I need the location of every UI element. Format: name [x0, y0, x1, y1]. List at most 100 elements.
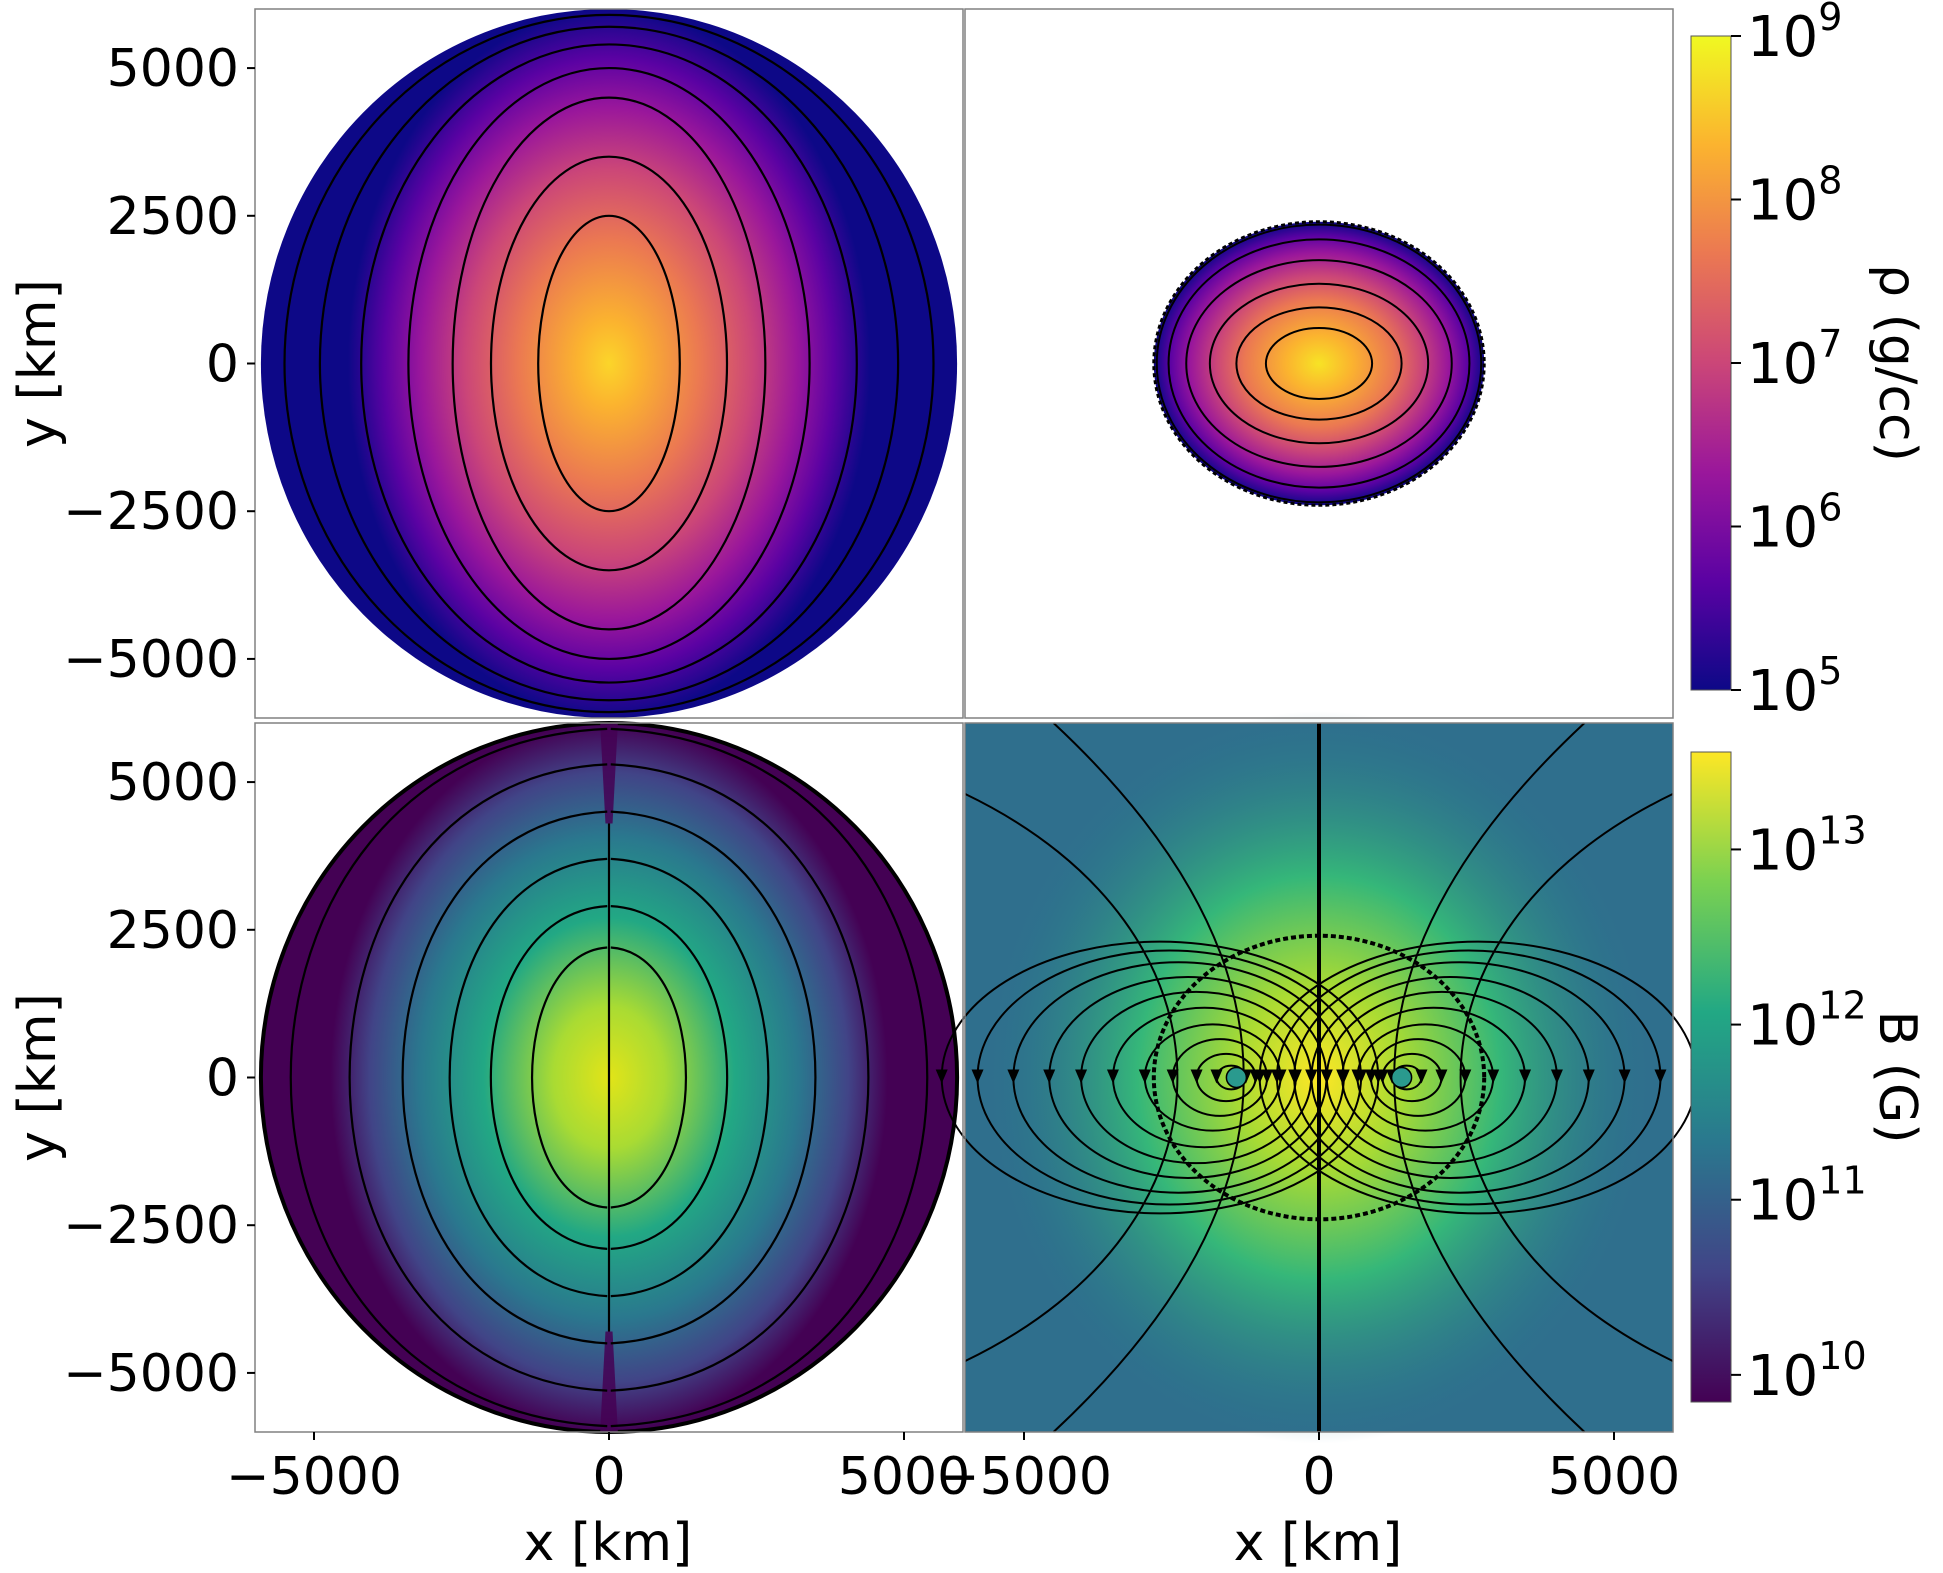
body-outline [1151, 933, 1487, 1222]
density-contour [451, 96, 767, 631]
field-arrow [1043, 1069, 1056, 1084]
colorbar-tick-label: 107 [1747, 322, 1842, 397]
field-line [610, 763, 870, 1392]
colorbar-tick-label: 1010 [1747, 1334, 1867, 1409]
field-line [610, 810, 817, 1345]
y-tick-label: 2500 [107, 901, 239, 961]
density-contour [407, 66, 811, 661]
field-arrow [1007, 1069, 1020, 1084]
field-arrow [1582, 1069, 1595, 1084]
panel-field-large [255, 721, 963, 1434]
field-arrow [1138, 1069, 1151, 1084]
field-arrow [1351, 1069, 1364, 1084]
field-line [610, 727, 929, 1428]
density-body [260, 9, 958, 718]
y-tick-label: −2500 [63, 1196, 239, 1256]
o-point [1390, 1066, 1413, 1089]
x-axis-label-right: x [km] [1234, 1513, 1403, 1573]
y-tick-label: −2500 [63, 482, 239, 542]
field-line [401, 810, 608, 1345]
field-arrow [1459, 1069, 1472, 1084]
density-contour [1155, 223, 1483, 504]
y-axis-label-top: y [km] [8, 279, 68, 448]
density-body [1152, 220, 1486, 507]
density-contour [1167, 238, 1471, 489]
field-colorbar-label: B (G) [1867, 1010, 1927, 1143]
field-arrow [1210, 1069, 1223, 1084]
colorbar-tick-label: 108 [1747, 159, 1842, 234]
field-line [610, 857, 770, 1298]
field-arrow [1435, 1069, 1448, 1084]
field-arrow [1320, 1069, 1333, 1084]
field-line [289, 727, 608, 1428]
density-contour [1264, 327, 1374, 400]
density-contours [1155, 223, 1483, 504]
density-contour [360, 43, 858, 684]
y-tick-label: 5000 [107, 753, 239, 813]
colorbar-gradient [1690, 751, 1732, 1403]
colorbar-tick-label: 1013 [1747, 808, 1867, 883]
y-tick-label: −5000 [63, 630, 239, 690]
open-field-line [1459, 792, 1674, 1363]
field-arrow [1270, 1069, 1283, 1084]
polar-region [600, 723, 618, 824]
colorbar-tick-label: 1012 [1747, 984, 1867, 1059]
density-contour [1235, 306, 1403, 421]
y-axis-label-bottom: y [km] [8, 993, 68, 1162]
field-line [530, 946, 608, 1209]
field-line [610, 946, 688, 1209]
density-contour [489, 155, 729, 572]
field-line [610, 905, 729, 1250]
field-arrow [1075, 1069, 1088, 1084]
x-axis-label-left: x [km] [524, 1513, 693, 1573]
field-arrow [1519, 1069, 1532, 1084]
field-arrow [1618, 1069, 1631, 1084]
panel-frame [964, 8, 1674, 719]
field-streamlines [935, 722, 1703, 1433]
field-arrow [1305, 1069, 1318, 1084]
x-tick-label: 5000 [1548, 1447, 1680, 1507]
density-contour [318, 25, 900, 702]
colorbar-tick-label: 105 [1747, 649, 1842, 724]
field-arrow [1166, 1069, 1179, 1084]
panel-density-large [255, 9, 963, 718]
field-colorbar: 1010 1011 1012 1013 [1690, 751, 1867, 1409]
x-tick-label: −5000 [226, 1447, 402, 1507]
density-contours [283, 13, 935, 714]
density-contour [283, 13, 935, 714]
field-arrow [935, 1069, 948, 1084]
field-line [448, 857, 608, 1298]
density-colorbar-label: ρ (g/cc) [1867, 264, 1927, 462]
x-tick-label: 0 [592, 1447, 625, 1507]
field-arrow [1190, 1069, 1203, 1084]
x-tick-label: 5000 [838, 1447, 970, 1507]
y-tick-label: 0 [206, 335, 239, 395]
field-arrow [1550, 1069, 1563, 1084]
field-arrow [1253, 1069, 1266, 1084]
y-tick-label: −5000 [63, 1344, 239, 1404]
o-point [1225, 1066, 1248, 1089]
density-colorbar: 105 106 107 108 109 [1690, 0, 1842, 724]
colorbar-gradient [1690, 35, 1732, 691]
y-tick-label: 0 [206, 1049, 239, 1109]
field-arrow [1288, 1069, 1301, 1084]
field-line [348, 763, 608, 1392]
field-arrow [1106, 1069, 1119, 1084]
field-lines [289, 723, 929, 1432]
y-tick-label: 5000 [107, 39, 239, 99]
field-line [489, 905, 608, 1250]
x-tick-label: −5000 [936, 1447, 1112, 1507]
density-contour [537, 214, 681, 513]
colorbar-tick-label: 1011 [1747, 1159, 1867, 1234]
field-arrow [971, 1069, 984, 1084]
colorbar-tick-label: 109 [1747, 0, 1842, 70]
density-contour [1208, 282, 1430, 445]
axis-ticks: −5000−2500025005000−5000−2500025005000−5… [63, 39, 1680, 1507]
field-arrow [1487, 1069, 1500, 1084]
y-tick-label: 2500 [107, 187, 239, 247]
polar-region [600, 1331, 618, 1432]
field-arrow [1364, 1069, 1377, 1084]
x-tick-label: 0 [1302, 1447, 1335, 1507]
density-contour [1185, 259, 1453, 468]
